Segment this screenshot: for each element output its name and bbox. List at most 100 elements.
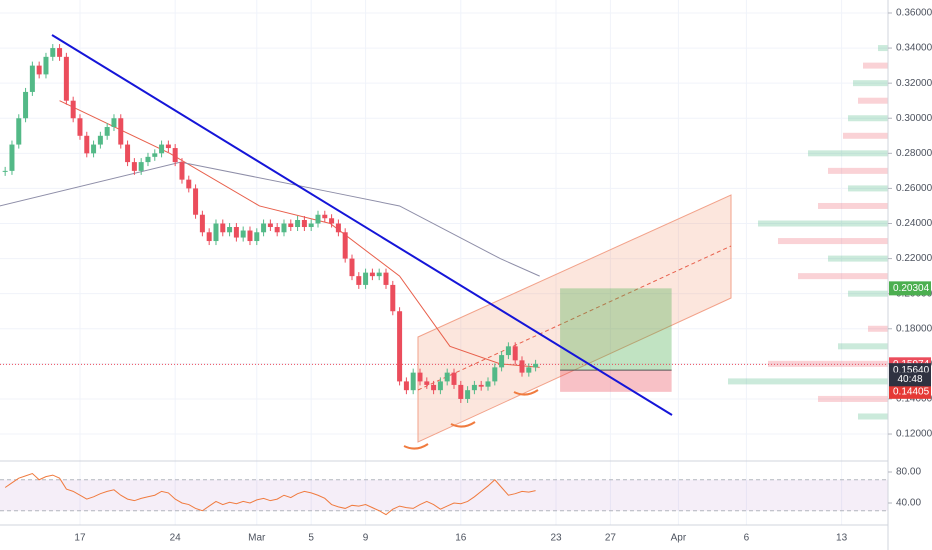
volume-profile-bar: [863, 62, 888, 69]
position-target: [560, 288, 672, 371]
candle: [526, 367, 532, 373]
candle: [363, 272, 369, 285]
candle: [451, 372, 457, 385]
candle: [492, 367, 498, 382]
candle: [274, 227, 280, 233]
volume-profile-bar: [798, 273, 888, 280]
x-tick-label: 13: [836, 533, 848, 544]
candle: [431, 384, 437, 391]
volume-profile-bar: [878, 45, 888, 52]
moving-average: [59, 100, 540, 368]
x-tick-label: 24: [170, 533, 182, 544]
candle: [437, 381, 443, 391]
candle: [206, 232, 212, 242]
volume-profile-bar: [758, 220, 888, 227]
candle: [383, 272, 389, 285]
volume-profile-bar: [808, 150, 888, 157]
candle: [193, 188, 199, 215]
y-tick-label: 0.26000: [896, 183, 932, 194]
candle: [410, 372, 416, 391]
y-tick-label: 80.00: [896, 467, 921, 478]
moving-average: [0, 161, 540, 277]
volume-profile-bar: [858, 413, 888, 420]
candle: [70, 100, 76, 119]
candle: [165, 144, 171, 149]
candle: [254, 232, 260, 242]
rsi-line: [4, 472, 536, 516]
pattern-arcs: [403, 389, 539, 450]
candle: [227, 227, 233, 233]
price-tag: [889, 281, 931, 296]
channel-mid: [417, 245, 732, 391]
candle: [505, 346, 511, 356]
candle: [308, 223, 314, 228]
y-tick-label: 0.24000: [896, 218, 932, 229]
price-tag-label: 0.14405: [893, 386, 930, 397]
candle: [335, 223, 341, 233]
trendline: [51, 34, 673, 416]
price-tag: [889, 384, 931, 399]
candle: [233, 227, 239, 238]
candle: [478, 384, 484, 387]
candle: [43, 56, 49, 75]
x-tick-label: 23: [550, 533, 562, 544]
candle: [29, 65, 35, 92]
candle: [424, 381, 430, 385]
candle: [315, 214, 321, 224]
candle: [417, 372, 423, 382]
price-tag-label: 0.15640: [893, 365, 930, 376]
y-tick-label: 0.12000: [896, 429, 932, 440]
candle: [403, 381, 409, 391]
candle: [111, 118, 117, 128]
y-tick-label: 0.36000: [896, 8, 932, 19]
candle: [301, 220, 307, 228]
candle: [57, 48, 63, 57]
candle: [16, 118, 22, 145]
candle: [533, 363, 539, 368]
candle: [485, 381, 491, 387]
candle: [152, 153, 158, 157]
candle: [213, 223, 219, 242]
candle: [397, 311, 403, 382]
countdown: 40:48: [897, 374, 922, 385]
candle: [97, 135, 103, 145]
candle: [118, 118, 124, 145]
candle: [458, 384, 464, 399]
y-tick-label: 0.32000: [896, 78, 932, 89]
candle: [471, 384, 477, 391]
y-tick-label: 0.18000: [896, 323, 932, 334]
candle: [36, 65, 42, 75]
candle: [499, 355, 505, 368]
y-tick-label: 40.00: [896, 498, 921, 509]
candle: [342, 232, 348, 259]
candle: [288, 223, 294, 228]
candle: [281, 223, 287, 233]
candle: [356, 276, 362, 285]
candle: [104, 127, 110, 136]
candle: [349, 258, 355, 277]
y-tick-label: 0.28000: [896, 148, 932, 159]
y-tick-label: 0.30000: [896, 113, 932, 124]
candle: [465, 390, 471, 399]
y-tick-label: 0.14000: [896, 394, 932, 405]
x-tick-label: 16: [455, 533, 467, 544]
volume-profile-bar: [858, 97, 888, 104]
countdown-tag: [889, 372, 931, 387]
candle: [172, 148, 178, 163]
x-tick-label: 27: [605, 533, 617, 544]
candle: [179, 162, 185, 180]
candle: [390, 284, 396, 312]
volume-profile-bar: [843, 132, 888, 139]
candle: [84, 135, 90, 154]
y-tick-label: 0.34000: [896, 43, 932, 54]
candle: [519, 360, 525, 373]
candle: [186, 179, 192, 189]
volume-profile-bar: [818, 202, 888, 209]
candle: [512, 346, 518, 361]
rsi-band: [0, 479, 888, 511]
volume-profile-bar: [868, 325, 888, 332]
candle: [376, 272, 382, 277]
candle: [50, 48, 56, 57]
candle: [77, 118, 83, 136]
